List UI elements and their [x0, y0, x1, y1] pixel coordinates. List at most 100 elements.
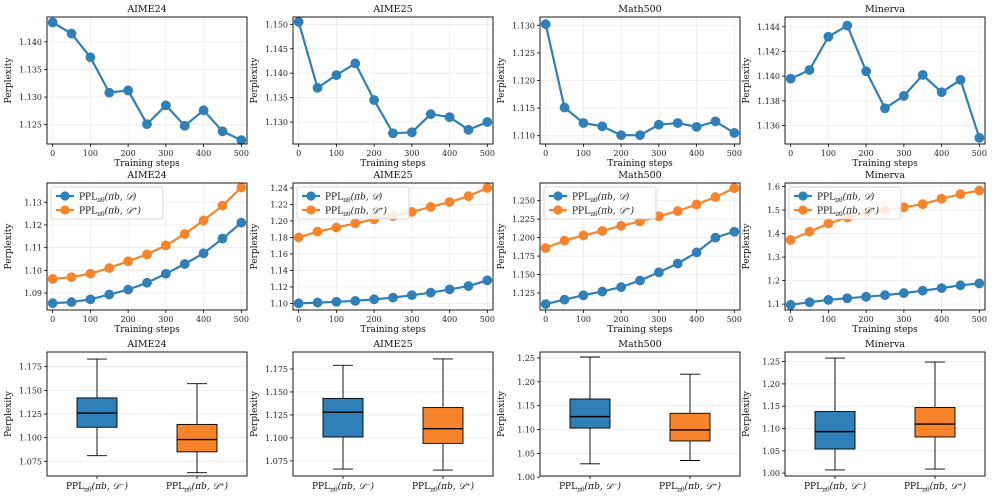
x-tick-label: 200 — [613, 149, 628, 158]
legend-label: PPLπθ(πb, 𝒟⁺) — [79, 206, 141, 219]
data-point — [559, 102, 570, 113]
data-point — [955, 189, 966, 199]
data-point — [444, 197, 455, 207]
box-iqr — [914, 407, 956, 438]
data-point — [578, 290, 589, 301]
data-point — [331, 70, 342, 81]
x-tick-label: 300 — [896, 315, 911, 324]
y-tick-label: 1.175 — [512, 252, 535, 261]
y-tick-label: 1.14 — [270, 266, 288, 275]
data-point — [823, 31, 834, 42]
data-point — [350, 218, 361, 229]
y-tick-label: 1.6 — [767, 183, 780, 192]
panel-title: AIME25 — [372, 170, 412, 181]
x-tick-label: 200 — [858, 315, 873, 324]
data-point — [85, 52, 96, 63]
series-line-1 — [544, 23, 735, 137]
x-tick-label: 400 — [196, 315, 211, 324]
y-tick-label: 1.144 — [757, 23, 780, 32]
panel-title: AIME24 — [126, 4, 166, 15]
x-tick-label: 100 — [83, 149, 98, 158]
x-tick-label: 0 — [543, 149, 548, 158]
panel-12: Minerva 1.00 1.05 1.10 1.15 1.20 1.25 Perplexit… — [742, 339, 986, 494]
legend: PPLπθ(πb, 𝒟)PPLπθ(πb, 𝒟⁺) — [788, 186, 902, 220]
data-point — [691, 247, 702, 258]
data-point — [104, 263, 115, 273]
x-tick-label: 400 — [689, 149, 704, 158]
box-iqr — [422, 407, 464, 444]
axes-frame — [784, 16, 986, 145]
axes-frame — [539, 16, 741, 145]
series-line-1 — [52, 221, 243, 305]
data-point — [635, 130, 645, 141]
y-axis-title: Perplexity — [250, 57, 260, 104]
y-tick-label: 1.05 — [517, 449, 535, 458]
panel-title: AIME24 — [126, 339, 166, 350]
y-tick-label: 1.175 — [19, 363, 42, 372]
x-tick-label: 0 — [50, 149, 55, 158]
data-point — [85, 268, 96, 279]
panel-10: AIME25 1.075 1.100 1.125 1.150 1.175 Perplexit… — [250, 339, 494, 494]
data-point — [616, 220, 627, 231]
data-point — [710, 116, 721, 127]
x-tick-label: 0 — [50, 315, 55, 324]
x-tick-label: 100 — [576, 315, 591, 324]
data-point — [312, 226, 323, 237]
box-iqr — [669, 412, 711, 442]
data-point — [47, 274, 58, 284]
axes-frame — [292, 16, 494, 145]
x-axis-title: Training steps — [360, 159, 426, 169]
y-tick-label: 1.12 — [24, 221, 42, 230]
y-tick-label: 1.18 — [270, 233, 288, 242]
legend: PPLπθ(πb, 𝒟)PPLπθ(πb, 𝒟⁺) — [296, 186, 410, 220]
x-tick-label: 200 — [120, 315, 135, 324]
x-tick-label: 300 — [651, 149, 666, 158]
data-point — [198, 215, 209, 226]
panel-title: Math500 — [618, 4, 661, 15]
x-tick-label: 500 — [480, 315, 495, 324]
data-point — [123, 85, 134, 96]
data-point — [66, 28, 77, 39]
data-point — [842, 20, 853, 31]
y-tick-label: 1.125 — [512, 49, 535, 58]
y-tick-label: 1.150 — [19, 386, 42, 395]
axes-frame — [46, 182, 248, 311]
box-1: PPLπθ(πb, 𝒟⁻) — [804, 357, 866, 494]
panel-5: AIME24 1.09 1.10 1.11 1.12 1.13 Perplexity 0 100… — [4, 170, 249, 335]
data-point — [955, 280, 966, 291]
panel-9: AIME24 1.075 1.100 1.125 1.150 1.175 Perplexit… — [4, 339, 248, 494]
y-tick-label: 1.20 — [270, 217, 288, 226]
box-iqr — [176, 423, 218, 453]
data-point — [672, 206, 683, 216]
data-point — [47, 298, 58, 309]
y-tick-label: 1.110 — [512, 132, 535, 141]
x-tick-label: 200 — [120, 149, 135, 158]
axes-frame — [292, 182, 494, 311]
y-tick-label: 1.130 — [265, 118, 288, 127]
box-2: PPLπθ(πb, 𝒟⁺) — [659, 373, 721, 494]
panel-title: AIME25 — [372, 339, 412, 350]
panel-title: Math500 — [618, 170, 661, 181]
x-axis-title: Training steps — [360, 325, 426, 335]
legend-marker — [553, 205, 563, 215]
axes-frame — [784, 182, 986, 311]
data-point — [540, 19, 551, 30]
data-point — [482, 183, 493, 193]
x-tick-label: 500 — [727, 315, 742, 324]
y-tick-label: 1.00 — [517, 473, 535, 482]
data-point — [578, 230, 589, 241]
legend-marker — [798, 205, 808, 215]
y-tick-label: 1.120 — [512, 77, 535, 86]
category-label: PPLπθ(πb, 𝒟⁺) — [904, 481, 966, 494]
data-point — [406, 127, 417, 138]
data-point — [936, 87, 947, 98]
category-label: PPLπθ(πb, 𝒟⁺) — [412, 481, 474, 494]
y-tick-label: 1.225 — [512, 215, 535, 224]
data-point — [293, 298, 304, 309]
box-iqr — [569, 398, 611, 429]
data-point — [160, 240, 171, 251]
y-tick-label: 1.145 — [265, 45, 288, 54]
x-tick-label: 300 — [404, 315, 419, 324]
data-point — [729, 183, 740, 194]
data-point — [142, 277, 152, 288]
